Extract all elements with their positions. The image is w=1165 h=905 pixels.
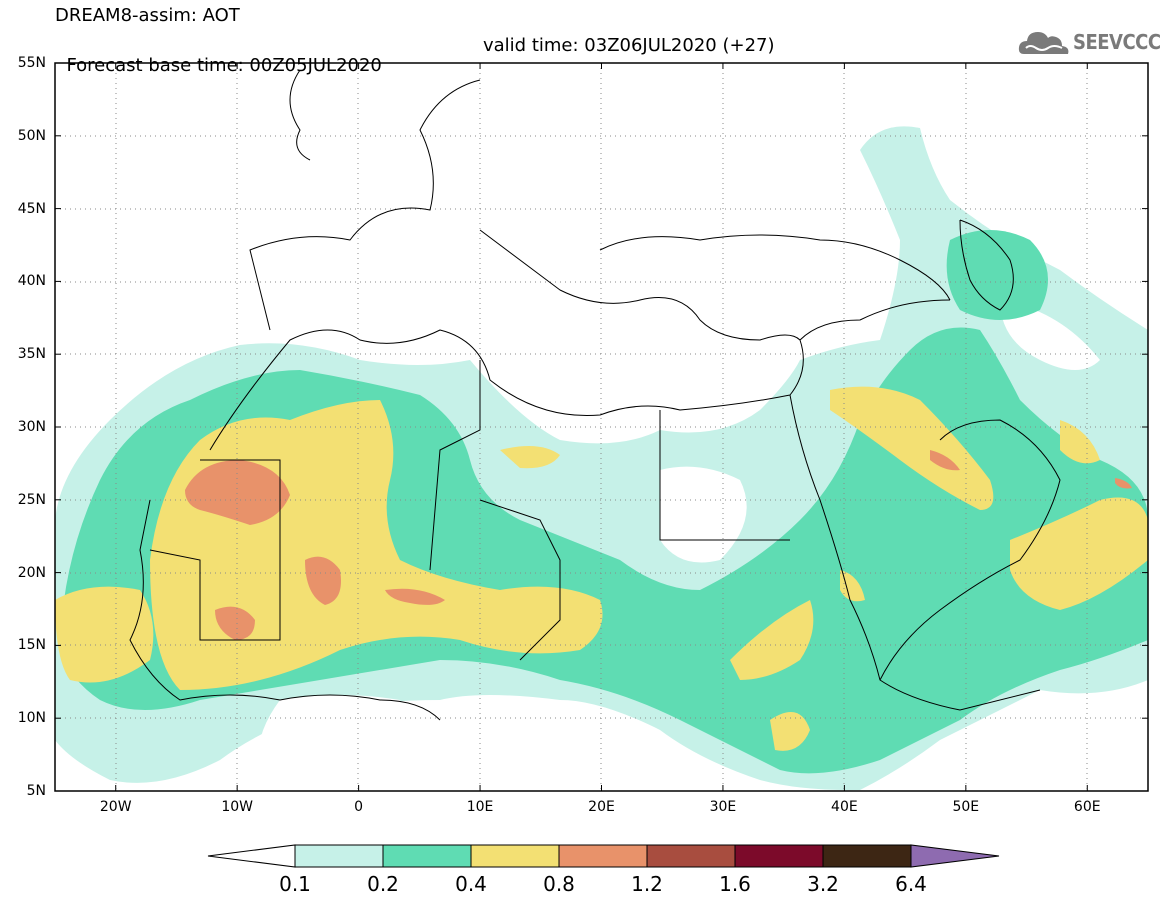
- colorbar-segment: [822, 844, 912, 868]
- colorbar-segment: [734, 844, 824, 868]
- lat-label: 20N: [17, 564, 46, 581]
- colorbar-segment: [382, 844, 472, 868]
- lat-label: 50N: [17, 127, 46, 144]
- colorbar-lower-extend: [207, 844, 296, 868]
- base-time-text: Forecast base time: 00Z05JUL2020: [66, 55, 382, 76]
- lat-label: 30N: [17, 419, 46, 435]
- colorbar-level-label: 0.2: [367, 872, 399, 896]
- colorbar-level-label: 1.6: [719, 872, 751, 896]
- colorbar-level-label: 6.4: [895, 872, 927, 896]
- chart-title: DREAM8-assim: AOT: [55, 5, 240, 26]
- colorbar-level-label: 1.2: [631, 872, 663, 896]
- lat-label: 40N: [17, 273, 46, 290]
- aot-field: [55, 126, 1148, 791]
- lat-label: 10N: [17, 710, 46, 727]
- aot-level-0.8: [185, 450, 1132, 640]
- logo-text: SEEVCCC: [1073, 30, 1161, 54]
- colorbar-segment: [294, 844, 384, 868]
- colorbar-segment: [646, 844, 736, 868]
- lon-label: 40E: [831, 799, 858, 815]
- lat-label: 15N: [17, 637, 46, 654]
- colorbar-upper-extend: [910, 844, 1000, 868]
- lat-label: 5N: [26, 783, 46, 799]
- lon-label: 30E: [709, 799, 737, 815]
- colorbar-segment: [558, 844, 648, 868]
- colorbar-level-label: 3.2: [807, 872, 839, 896]
- colorbar-level-label: 0.1: [279, 872, 311, 896]
- colorbar-level-label: 0.8: [543, 872, 575, 896]
- lat-label: 35N: [17, 346, 46, 363]
- axis-ticks: [55, 62, 1148, 792]
- colorbar-level-label: 0.4: [455, 872, 487, 896]
- lon-label: 20E: [588, 799, 615, 815]
- cloud-icon: [1018, 32, 1069, 54]
- lon-label: 0: [354, 799, 364, 815]
- lon-label: 10W: [221, 799, 253, 815]
- coastlines: [129, 69, 1061, 721]
- grid-lines: [55, 63, 1148, 791]
- lon-label: 50E: [952, 799, 980, 815]
- lat-label: 45N: [17, 200, 46, 217]
- lon-label: 20W: [99, 799, 132, 815]
- lat-label: 25N: [17, 491, 46, 508]
- lon-label: 10E: [466, 799, 494, 815]
- valid-time-text: valid time: 03Z06JUL2020 (+27): [483, 35, 775, 56]
- lat-label: 55N: [17, 55, 46, 71]
- colorbar-segment: [470, 844, 560, 868]
- forecast-base-time: Forecast base time: 00Z05JUL2020 valid t…: [55, 36, 774, 96]
- aot-clear-areas: [257, 300, 1100, 784]
- lon-label: 60E: [1073, 799, 1101, 815]
